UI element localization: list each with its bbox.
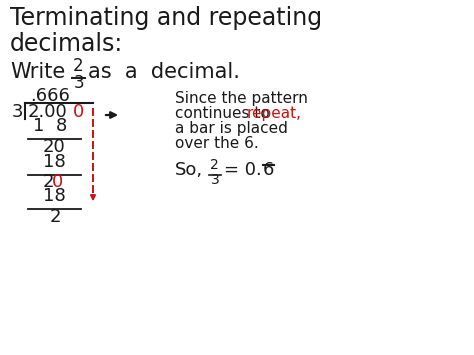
Text: continues to: continues to — [175, 106, 270, 121]
Text: 18: 18 — [43, 187, 66, 205]
Text: = 0.: = 0. — [224, 161, 262, 179]
Text: 2: 2 — [210, 158, 219, 172]
Text: decimals:: decimals: — [10, 32, 123, 56]
Text: So,: So, — [175, 161, 203, 179]
Text: 3: 3 — [211, 173, 220, 187]
Text: 6: 6 — [263, 161, 274, 179]
Text: 0: 0 — [52, 173, 63, 191]
Text: 2.00: 2.00 — [28, 103, 68, 121]
Text: .666: .666 — [30, 87, 70, 105]
Text: as  a  decimal.: as a decimal. — [88, 62, 240, 82]
Text: 3: 3 — [74, 74, 85, 92]
Text: over the 6.: over the 6. — [175, 136, 259, 151]
Text: 0: 0 — [73, 103, 84, 121]
Text: 20: 20 — [43, 138, 66, 156]
Text: 2: 2 — [73, 57, 83, 75]
Text: repeat,: repeat, — [247, 106, 302, 121]
Text: 18: 18 — [43, 153, 66, 171]
Text: Since the pattern: Since the pattern — [175, 91, 308, 106]
Text: 2: 2 — [43, 173, 55, 191]
Text: 3: 3 — [12, 103, 24, 121]
Text: 1  8: 1 8 — [33, 117, 67, 135]
Text: a bar is placed: a bar is placed — [175, 121, 288, 136]
Text: Terminating and repeating: Terminating and repeating — [10, 6, 322, 30]
Text: 2: 2 — [50, 208, 62, 226]
Text: Write: Write — [10, 62, 65, 82]
